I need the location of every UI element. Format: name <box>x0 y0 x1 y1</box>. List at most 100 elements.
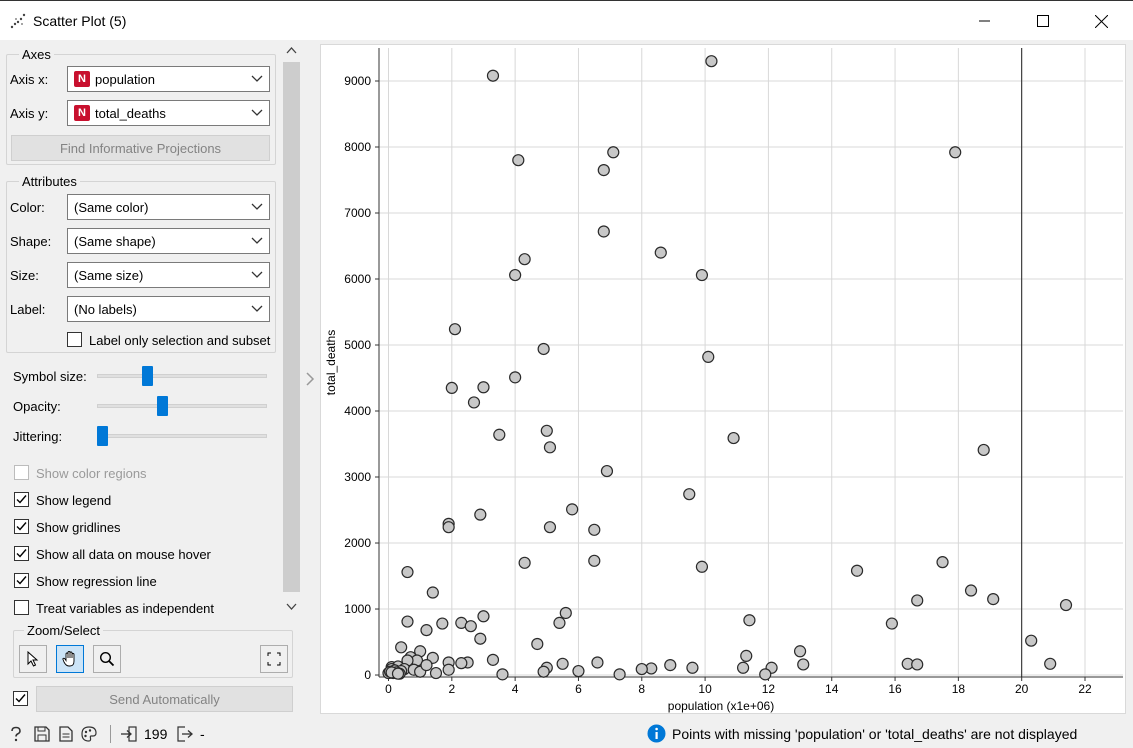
symbol-size-track <box>97 374 267 378</box>
plot-area[interactable]: 0 2 4 6 8 10 12 14 16 18 20 22 0 1000 2000 3000 4000 5000… <box>320 44 1126 714</box>
chevron-down-icon <box>251 237 263 244</box>
select-pointer-icon <box>27 651 39 667</box>
treat-variables-as-independent-label: Treat variables as independent <box>36 601 215 616</box>
data-point <box>702 350 715 363</box>
scrollbar-thumb[interactable] <box>283 62 300 592</box>
data-point <box>553 616 566 629</box>
data-point <box>474 508 487 521</box>
color-label: Color: <box>10 200 45 215</box>
scatter-chart[interactable]: 0 2 4 6 8 10 12 14 16 18 20 22 0 1000 2000 3000 4000 5000… <box>321 45 1127 715</box>
size-value: (Same size) <box>74 267 144 283</box>
color-select[interactable]: (Same color) <box>67 194 270 220</box>
data-point <box>1044 657 1057 670</box>
maximize-button[interactable] <box>1014 1 1072 41</box>
show-regression-line-checkbox[interactable] <box>14 573 29 588</box>
data-point <box>518 556 531 569</box>
y-tick-label: 5000 <box>344 338 371 352</box>
opacity-track <box>97 404 267 408</box>
minimize-button[interactable] <box>956 1 1014 41</box>
data-point <box>1025 634 1038 647</box>
data-point <box>664 659 677 672</box>
y-tick-label: 2000 <box>344 536 371 550</box>
x-tick-label: 14 <box>825 682 839 696</box>
help-icon[interactable] <box>9 726 23 742</box>
size-label: Size: <box>10 268 39 283</box>
info-icon <box>647 724 666 743</box>
send-automatically-button[interactable]: Send Automatically <box>36 686 293 712</box>
data-point <box>474 632 487 645</box>
minimize-icon <box>979 20 990 22</box>
data-point <box>429 666 443 680</box>
axis-y-label: Axis y: <box>10 106 49 121</box>
data-point <box>518 253 531 266</box>
data-point <box>683 488 696 501</box>
x-tick-label: 20 <box>1015 682 1029 696</box>
label-only-selection-checkbox[interactable] <box>67 332 82 347</box>
close-icon <box>1094 14 1108 28</box>
zoom-magnifier-icon <box>99 651 115 667</box>
data-point <box>597 225 610 238</box>
data-point <box>486 653 500 666</box>
data-point <box>436 617 449 630</box>
label-select[interactable]: (No labels) <box>67 296 270 322</box>
collapse-panel-icon[interactable] <box>305 372 315 386</box>
close-button[interactable] <box>1072 1 1130 41</box>
data-point <box>743 614 756 627</box>
input-count: 199 <box>144 726 168 742</box>
data-point <box>705 55 718 68</box>
x-tick-label: 6 <box>575 682 582 696</box>
show-all-data-on-mouse-hover-checkbox[interactable] <box>14 546 29 561</box>
axis-x-select[interactable]: N population <box>67 66 270 92</box>
checkmark-icon <box>15 694 26 703</box>
data-point <box>509 371 522 384</box>
jittering-slider[interactable] <box>97 426 108 446</box>
data-point <box>442 663 455 676</box>
show-gridlines-checkbox[interactable] <box>14 519 29 534</box>
checkmark-icon <box>16 576 27 585</box>
axis-y-select[interactable]: N total_deaths <box>67 100 270 126</box>
data-point <box>987 593 1000 606</box>
symbol-size-slider[interactable] <box>141 366 153 386</box>
x-tick-label: 12 <box>762 682 776 696</box>
reset-zoom-button[interactable] <box>260 645 288 673</box>
chevron-down-icon <box>251 75 263 82</box>
data-point <box>964 584 978 597</box>
data-point <box>911 594 924 607</box>
data-point <box>885 617 898 630</box>
data-point <box>911 658 924 671</box>
data-point <box>401 615 414 628</box>
panel-scrollbar[interactable] <box>283 40 300 620</box>
zoom-tool-button[interactable] <box>93 645 121 673</box>
output-icon <box>177 726 193 742</box>
report-icon[interactable] <box>59 726 73 742</box>
opacity-slider[interactable] <box>157 396 169 416</box>
send-automatically-checkbox[interactable] <box>13 691 28 706</box>
data-point <box>572 664 585 678</box>
show-legend-checkbox[interactable] <box>14 492 29 507</box>
data-point <box>540 424 553 437</box>
shape-select[interactable]: (Same shape) <box>67 228 270 254</box>
visual-settings-icon[interactable] <box>81 726 97 742</box>
axes-group: Axes <box>6 47 276 165</box>
jittering-label: Jittering: <box>13 429 63 444</box>
control-panel: Axes Axis x: N population Axis y: N tota… <box>0 40 300 716</box>
data-point <box>426 586 439 599</box>
data-point <box>556 657 569 670</box>
data-point <box>395 641 408 654</box>
find-informative-projections-button[interactable]: Find Informative Projections <box>11 135 270 161</box>
data-point <box>686 661 699 674</box>
data-point <box>391 667 405 680</box>
title-bar: Scatter Plot (5) <box>0 0 1133 40</box>
pan-tool-button[interactable] <box>56 645 84 673</box>
show-regression-line-label: Show regression line <box>36 574 157 589</box>
scatter-plot-icon <box>10 13 26 29</box>
axis-x-label: Axis x: <box>10 72 49 87</box>
y-tick-label: 7000 <box>344 206 371 220</box>
save-icon[interactable] <box>34 726 50 742</box>
checkmark-icon <box>16 522 27 531</box>
size-select[interactable]: (Same size) <box>67 262 270 288</box>
output-count: - <box>200 726 205 742</box>
treat-variables-as-independent-checkbox[interactable] <box>14 600 29 615</box>
show-color-regions-checkbox[interactable] <box>14 465 29 480</box>
select-tool-button[interactable] <box>19 645 47 673</box>
